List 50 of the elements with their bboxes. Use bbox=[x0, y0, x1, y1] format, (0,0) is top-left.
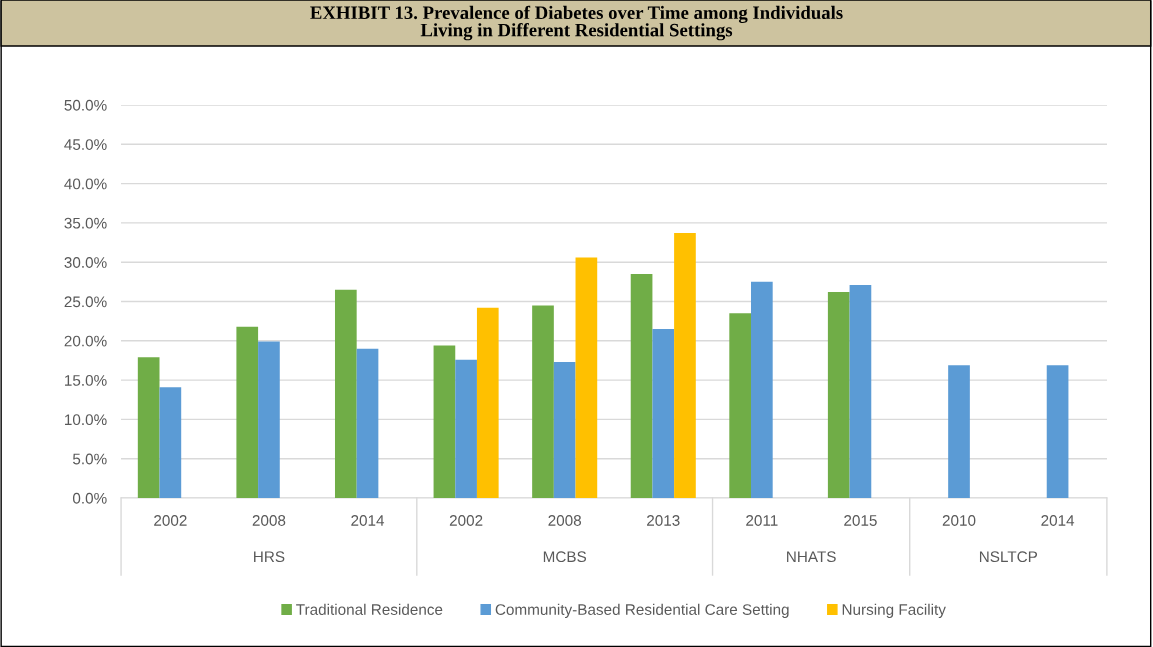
bar bbox=[433, 345, 456, 498]
bar bbox=[630, 273, 653, 498]
y-tick-label: 0.0% bbox=[72, 492, 107, 504]
y-tick-label: 30.0% bbox=[64, 257, 107, 268]
bar bbox=[729, 313, 751, 498]
x-tick-label: 2002 bbox=[154, 515, 187, 526]
text: NHATS bbox=[787, 551, 836, 563]
y-tick-label: 25.0% bbox=[64, 296, 107, 308]
bar bbox=[236, 326, 259, 498]
bar bbox=[575, 257, 598, 498]
x-tick-label: 2013 bbox=[647, 515, 680, 526]
x-tick-label: 2010 bbox=[942, 515, 976, 526]
bar bbox=[674, 233, 696, 498]
y-tick-label: 45.0% bbox=[64, 139, 107, 150]
y-tick-label: 20.0% bbox=[64, 335, 107, 347]
bar bbox=[159, 387, 182, 498]
bar bbox=[751, 281, 773, 498]
x-tick-label: 2014 bbox=[351, 515, 385, 526]
y-tick-label: 35.0% bbox=[64, 217, 107, 229]
x-tick-label: 2015 bbox=[844, 515, 877, 526]
y-tick-label: 50.0% bbox=[64, 99, 107, 111]
x-tick-label: 2008 bbox=[548, 515, 582, 526]
bar bbox=[476, 307, 499, 498]
legend-label: Community-Based Residential Care Setting bbox=[495, 603, 789, 618]
bar bbox=[356, 348, 379, 498]
bar bbox=[1046, 365, 1069, 498]
bar bbox=[948, 365, 970, 498]
bar bbox=[137, 357, 160, 498]
y-tick-label: 40.0% bbox=[64, 178, 107, 190]
x-tick-label: 2011 bbox=[746, 515, 778, 526]
legend-label: Nursing Facility bbox=[842, 603, 946, 618]
legend-label: Traditional Residence bbox=[296, 603, 443, 615]
bar bbox=[553, 362, 576, 498]
y-tick-label: 15.0% bbox=[65, 374, 107, 386]
chart-title: EXHIBIT 13. Prevalence of Diabetes over Time among Individuals Living in Different Residential Settings bbox=[310, 5, 843, 41]
bar bbox=[334, 289, 357, 498]
y-tick-label: 10.0% bbox=[65, 414, 107, 426]
bar bbox=[849, 284, 872, 498]
y-tick-label: 5.0% bbox=[72, 453, 107, 465]
bar bbox=[532, 305, 554, 498]
text: NSLTCP bbox=[979, 551, 1038, 563]
x-tick-label: 2008 bbox=[252, 515, 286, 526]
bar bbox=[258, 341, 280, 498]
x-tick-label: 2014 bbox=[1041, 515, 1075, 526]
text: MCBS bbox=[543, 551, 587, 563]
bar bbox=[827, 292, 850, 498]
text: HRS bbox=[254, 551, 285, 563]
x-tick-label: 2002 bbox=[449, 515, 483, 526]
bar bbox=[652, 329, 675, 498]
bar bbox=[455, 359, 477, 498]
